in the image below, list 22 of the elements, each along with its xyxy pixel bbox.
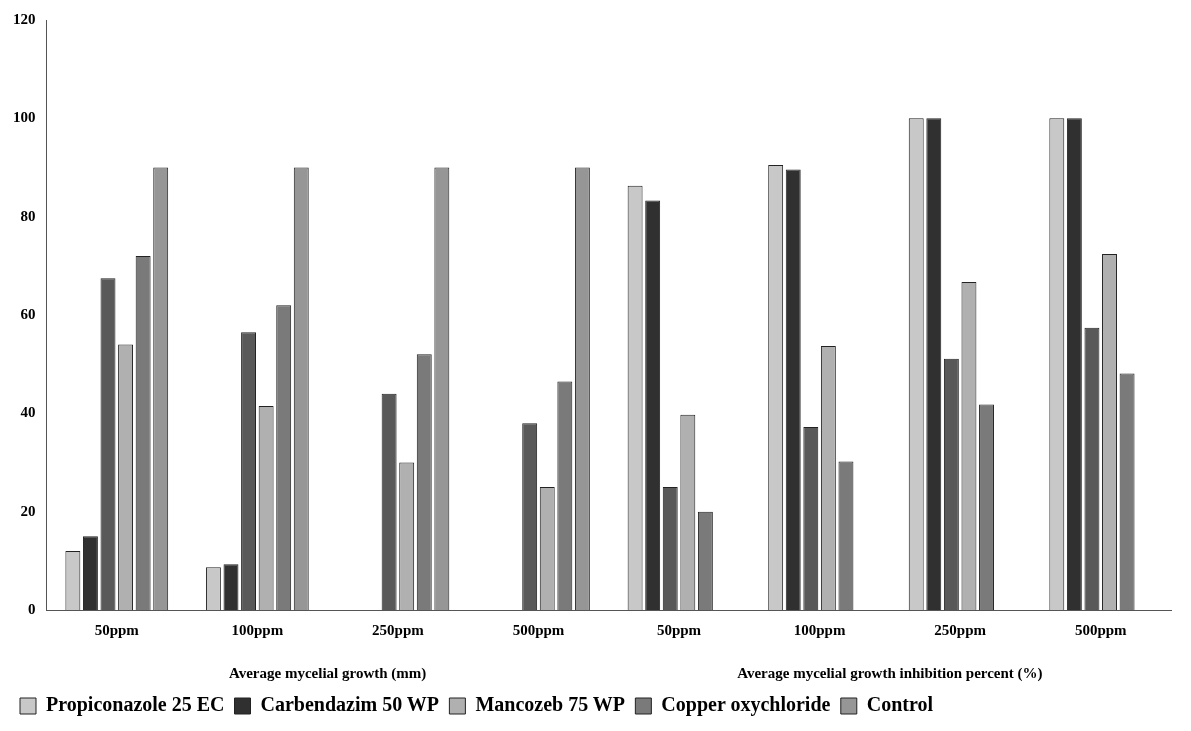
y-tick-label: 120 [13,10,36,27]
x-tick-label: 50ppm [94,621,140,638]
y-tick-label: 80 [20,207,36,224]
x-tick-label: 100ppm [793,621,846,638]
y-tick-label: 100 [13,109,36,126]
x-tick-label: 250ppm [372,621,425,638]
x-tick-label: 100ppm [231,621,284,638]
legend-label: Mancozeb 75 WP [475,693,625,716]
text: Average mycelial growth (mm) [228,665,427,683]
legend-label: Copper oxychloride [661,693,831,717]
x-tick-label: 50ppm [656,621,702,638]
legend-label: Control [866,693,934,716]
text: Average mycelial growth inhibition percent (%) [737,665,1043,683]
x-tick-label: 250ppm [934,621,987,638]
y-tick-label: 20 [20,502,36,519]
y-tick-label: 0 [28,600,36,617]
x-tick-label: 500ppm [1074,621,1128,638]
y-tick-label: 40 [20,404,36,421]
legend-label: Carbendazim 50 WP [260,693,440,716]
x-tick-label: 500ppm [512,621,565,638]
legend-label: Propiconazole 25 EC [46,693,225,717]
y-tick-label: 60 [20,305,36,322]
